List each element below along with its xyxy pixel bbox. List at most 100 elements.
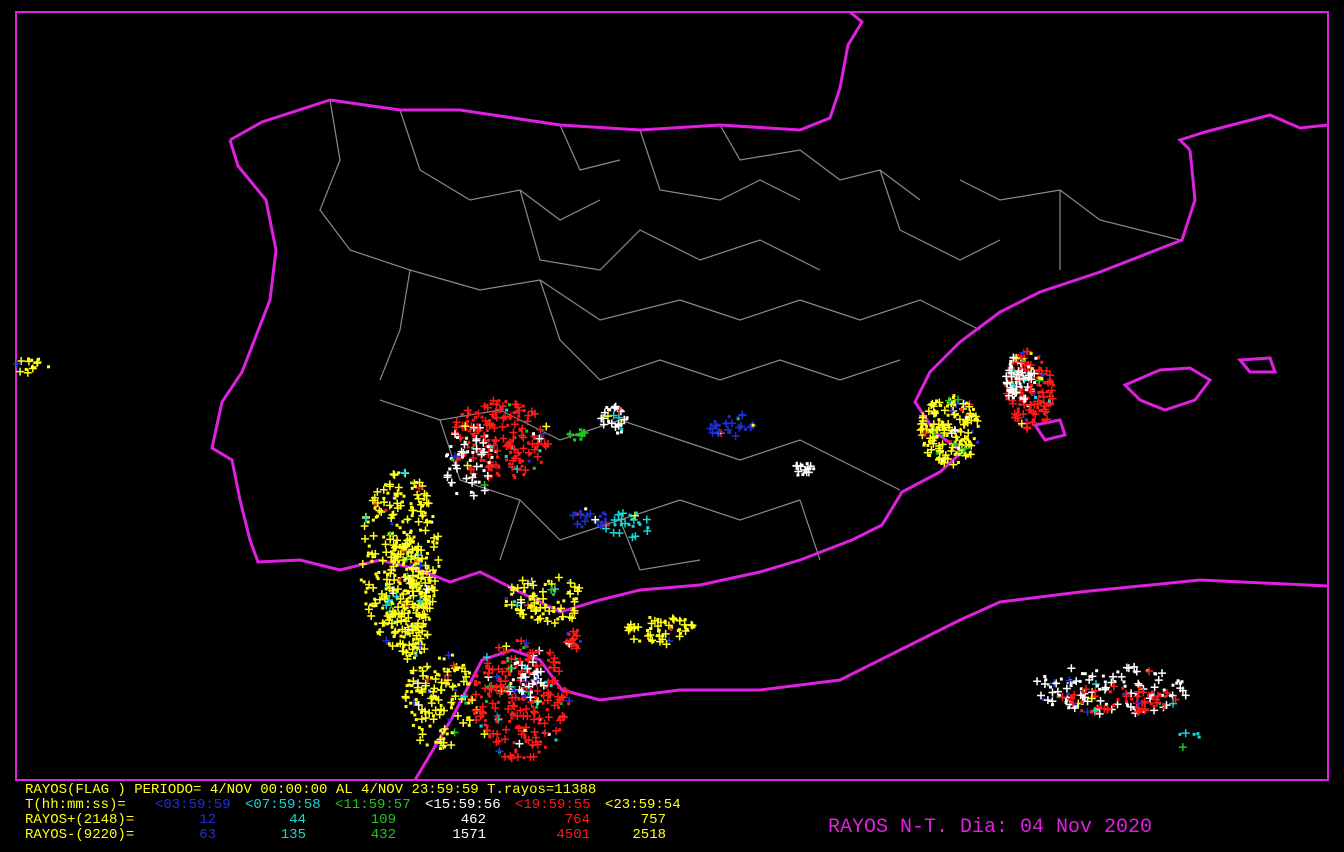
legend-interval: <19:59:55: [515, 797, 591, 813]
strike-positive: [389, 470, 398, 479]
strike-negative: [382, 620, 386, 624]
strike-negative: [714, 423, 718, 427]
strike-negative: [1048, 685, 1052, 689]
strike-positive: [794, 467, 803, 476]
strike-positive: [550, 654, 559, 663]
strike-positive: [377, 508, 386, 517]
strike-negative: [1038, 367, 1042, 371]
strike-negative: [1011, 366, 1015, 370]
strike-negative: [522, 473, 526, 477]
strike-positive: [568, 614, 577, 623]
strike-positive: [420, 645, 429, 654]
strike-negative: [410, 652, 414, 656]
strike-positive: [489, 729, 498, 738]
strike-negative: [937, 418, 941, 422]
strike-negative: [365, 586, 369, 590]
strike-negative: [1108, 690, 1112, 694]
strike-positive: [552, 726, 561, 735]
strike-positive: [431, 706, 440, 715]
strike-negative: [528, 580, 532, 584]
strike-negative: [467, 701, 471, 705]
coast-africa: [413, 578, 1329, 781]
strike-negative: [1070, 695, 1074, 699]
legend-interval: <11:59:57: [335, 797, 411, 813]
strike-positive: [471, 706, 480, 715]
strike-positive: [421, 526, 430, 535]
strike-positive: [394, 603, 403, 612]
strike-positive: [960, 444, 969, 453]
strike-negative: [479, 459, 483, 463]
strike-positive: [1036, 691, 1045, 700]
strike-negative: [1016, 419, 1020, 423]
strike-negative: [1147, 693, 1151, 697]
strike-positive: [364, 605, 373, 614]
strike-negative: [413, 562, 417, 566]
row-value: 462: [461, 812, 486, 828]
strike-negative: [467, 723, 471, 727]
strike-negative: [518, 725, 522, 729]
strike-negative: [489, 468, 493, 472]
strike-positive: [706, 424, 715, 433]
strike-positive: [581, 517, 590, 526]
strike-positive: [453, 711, 462, 720]
strike-negative: [465, 415, 469, 419]
strike-negative: [524, 665, 528, 669]
strike-negative: [409, 701, 413, 705]
strike-positive: [408, 626, 417, 635]
strike-positive: [401, 539, 410, 548]
strike-negative: [523, 734, 527, 738]
strike-negative: [521, 459, 525, 463]
strike-positive: [535, 434, 544, 443]
strike-negative: [512, 712, 516, 716]
strike-negative: [395, 589, 399, 593]
strike-negative: [972, 437, 976, 441]
strike-negative: [1024, 418, 1028, 422]
strike-negative: [433, 570, 437, 574]
strike-negative: [940, 459, 944, 463]
strike-positive: [483, 403, 492, 412]
strike-negative: [601, 511, 605, 515]
strike-positive: [403, 654, 412, 663]
strike-positive: [543, 696, 552, 705]
strike-negative: [930, 430, 934, 434]
strike-positive: [1083, 697, 1092, 706]
strike-negative: [936, 456, 940, 460]
strike-negative: [532, 682, 536, 686]
strike-negative: [415, 689, 419, 693]
strike-negative: [1096, 705, 1100, 709]
strike-negative: [381, 606, 385, 610]
strike-negative: [1074, 704, 1078, 708]
legend-label: T(hh:mm:ss)=: [25, 797, 126, 813]
strike-negative: [559, 701, 563, 705]
strike-negative: [424, 556, 428, 560]
strike-negative: [508, 403, 512, 407]
strike-negative: [488, 422, 492, 426]
strike-negative: [480, 715, 484, 719]
strike-negative: [425, 743, 429, 747]
strike-negative: [1038, 394, 1042, 398]
strike-positive: [1162, 688, 1171, 697]
strike-positive: [466, 694, 475, 703]
strike-negative: [465, 423, 469, 427]
strike-negative: [717, 423, 721, 427]
strike-positive: [929, 409, 938, 418]
strike-negative: [670, 626, 674, 630]
strike-positive: [610, 403, 619, 412]
strike-positive: [675, 616, 684, 625]
strike-negative: [408, 596, 412, 600]
strike-positive: [536, 678, 545, 687]
strike-negative: [366, 551, 370, 555]
strike-negative: [578, 433, 582, 437]
strike-negative: [1151, 690, 1155, 694]
strike-positive: [409, 666, 418, 675]
strike-negative: [467, 671, 471, 675]
strike-negative: [47, 365, 51, 369]
row-value: 2518: [632, 827, 666, 843]
strike-negative: [673, 617, 677, 621]
strike-negative: [1134, 692, 1138, 696]
strike-positive: [941, 453, 950, 462]
strike-positive: [1101, 685, 1110, 694]
strike-negative: [511, 678, 515, 682]
strike-positive: [409, 677, 418, 686]
strike-negative: [557, 706, 561, 710]
